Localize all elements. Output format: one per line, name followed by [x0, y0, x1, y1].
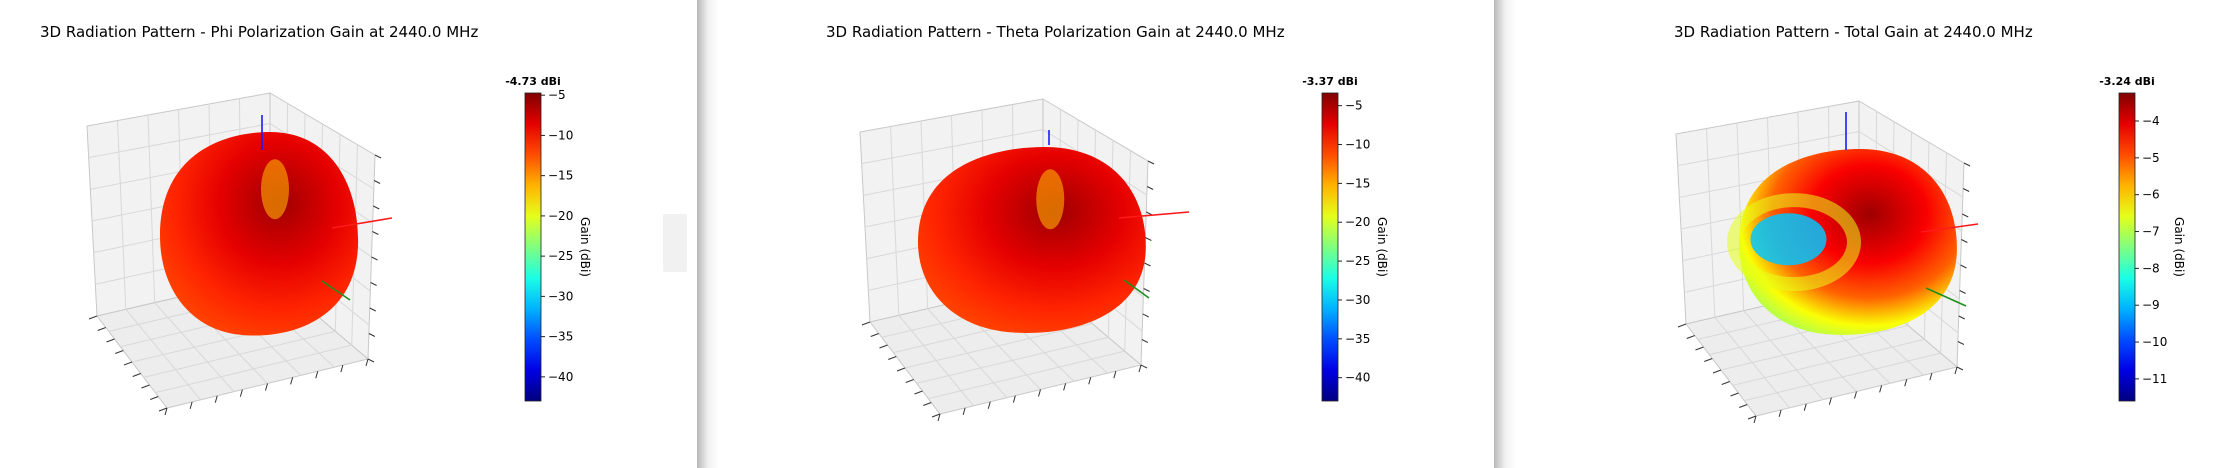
- colorbar-tick-label: −7: [2142, 225, 2160, 239]
- colorbar-tick-label: −5: [548, 88, 566, 102]
- colorbar-tick-label: −25: [1345, 254, 1370, 268]
- colorbar-max-label: -3.24 dBi: [2099, 75, 2155, 88]
- colorbar-tick-label: −4: [2142, 114, 2160, 128]
- colorbar-tick-label: −20: [1345, 215, 1370, 229]
- colorbar-tick-label: −5: [2142, 151, 2160, 165]
- colorbar-max-label: -4.73 dBi: [505, 75, 561, 88]
- chart-svg-total: 3D Radiation Pattern - Total Gain at 244…: [1674, 23, 2186, 424]
- colorbar-tick-label: −10: [1345, 138, 1370, 152]
- axis-arrow-x: [1118, 211, 1190, 219]
- chart-panel-total: 3D Radiation Pattern - Total Gain at 244…: [1516, 0, 2223, 468]
- chart-panel-phi: 3D Radiation Pattern - Phi Polarization …: [0, 0, 697, 468]
- chart-svg-theta: 3D Radiation Pattern - Theta Polarizatio…: [826, 23, 1389, 422]
- radiation-surface-theta: [918, 147, 1146, 333]
- colorbar-axis-label: Gain (dBi): [2172, 217, 2186, 277]
- axis-arrow-y: [1123, 279, 1150, 299]
- colorbar-tick-label: −30: [548, 289, 573, 303]
- colorbar-max-label: -3.37 dBi: [1302, 75, 1358, 88]
- colorbar-tick-label: −11: [2142, 372, 2167, 386]
- colorbar-theta: −5 −10 −15 −20 −25 −30 −35 −40: [1321, 92, 1370, 402]
- chart-title-phi: 3D Radiation Pattern - Phi Polarization …: [40, 23, 478, 41]
- mid-gain-band: [1727, 193, 1861, 292]
- colorbar-tick-label: −35: [1345, 332, 1370, 346]
- colorbar-tick-label: −35: [548, 330, 573, 344]
- colorbar-tick-label: −8: [2142, 261, 2160, 275]
- radiation-surface-phi: [160, 132, 359, 336]
- colorbar-tick-label: −10: [548, 128, 573, 142]
- side-panel-tab[interactable]: [663, 214, 687, 272]
- chart-svg-phi: 3D Radiation Pattern - Phi Polarization …: [40, 23, 592, 416]
- colorbar-tick-label: −15: [1345, 176, 1370, 190]
- chart-title-total: 3D Radiation Pattern - Total Gain at 244…: [1674, 23, 2033, 41]
- surface-highlight: [1036, 169, 1065, 230]
- colorbar-tick-label: −30: [1345, 293, 1370, 307]
- chart-panel-theta: 3D Radiation Pattern - Theta Polarizatio…: [719, 0, 1494, 468]
- colorbar-tick-label: −20: [548, 209, 573, 223]
- colorbar-tick-label: −9: [2142, 298, 2160, 312]
- colorbar-tick-label: −40: [1345, 371, 1370, 385]
- colorbar-tick-label: −10: [2142, 335, 2167, 349]
- colorbar-tick-label: −40: [548, 370, 573, 384]
- axis-arrow-x: [1920, 223, 1979, 233]
- axis-arrow-y: [321, 280, 351, 301]
- colorbar-tick-label: −15: [548, 169, 573, 183]
- colorbar-total: −4 −5 −6 −7 −8 −9 −10 −11: [2118, 92, 2167, 402]
- colorbar-tick-label: −5: [1345, 99, 1363, 113]
- colorbar-phi: −5 −10 −15 −20 −25 −30 −35 −40: [524, 88, 573, 402]
- axis-arrow-x: [331, 217, 393, 229]
- chart-title-theta: 3D Radiation Pattern - Theta Polarizatio…: [826, 23, 1285, 41]
- colorbar-axis-label: Gain (dBi): [1375, 217, 1389, 277]
- surface-highlight: [261, 159, 289, 220]
- colorbar-tick-label: −6: [2142, 188, 2160, 202]
- axis-arrow-y: [1925, 287, 1967, 307]
- colorbar-axis-label: Gain (dBi): [578, 217, 592, 277]
- colorbar-tick-label: −25: [548, 249, 573, 263]
- low-gain-region: [1750, 213, 1827, 266]
